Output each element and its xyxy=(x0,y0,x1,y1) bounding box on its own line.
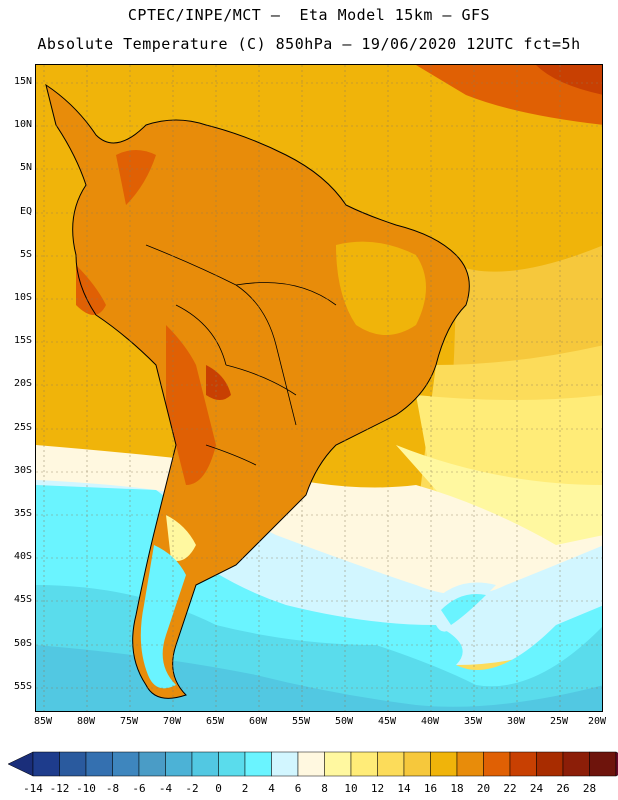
colorbar-label: 16 xyxy=(423,782,438,795)
colorbar-cell xyxy=(271,751,299,777)
colorbar-label: 10 xyxy=(344,782,358,795)
colorbar-cell xyxy=(165,751,193,777)
colorbar-label: 4 xyxy=(268,782,275,795)
lat-label-45s: 45S xyxy=(13,594,32,605)
lon-label-75w: 75W xyxy=(119,716,139,727)
map-title-line1: CPTEC/INPE/MCT – Eta Model 15km – GFS xyxy=(127,6,491,24)
colorbar-label: 0 xyxy=(215,782,222,795)
temperature-map xyxy=(35,64,603,712)
lon-label-80w: 80W xyxy=(76,716,96,727)
lat-label-40s: 40S xyxy=(13,551,32,562)
colorbar-label: 20 xyxy=(476,782,491,795)
lat-label-15s: 15S xyxy=(13,335,32,346)
lat-label-50s: 50S xyxy=(13,638,32,649)
lon-label-55w: 55W xyxy=(291,716,311,727)
colorbar-label: -2 xyxy=(185,782,199,795)
colorbar-cell xyxy=(509,751,537,777)
colorbar-cell xyxy=(589,751,617,777)
colorbar-label: 8 xyxy=(321,782,328,795)
lat-label-25s: 25S xyxy=(13,422,32,433)
colorbar-under-arrow xyxy=(7,751,34,777)
lon-label-65w: 65W xyxy=(205,716,225,727)
colorbar-label: 6 xyxy=(294,782,302,795)
lat-label-15n: 15N xyxy=(13,76,32,87)
colorbar-cell xyxy=(536,751,564,777)
lon-label-45w: 45W xyxy=(377,716,397,727)
lon-label-20w: 20W xyxy=(587,716,607,727)
colorbar-label: 28 xyxy=(582,782,597,795)
lat-label-10s: 10S xyxy=(13,292,32,303)
colorbar-cell xyxy=(430,751,458,777)
lon-label-85w: 85W xyxy=(33,716,53,727)
colorbar xyxy=(7,751,618,777)
colorbar-label: 14 xyxy=(397,782,411,795)
lat-label-10n: 10N xyxy=(13,119,32,130)
colorbar-label: 2 xyxy=(241,782,249,795)
colorbar-cell xyxy=(59,751,87,777)
map-canvas xyxy=(36,65,602,711)
colorbar-label: -6 xyxy=(132,782,146,795)
colorbar-cell xyxy=(350,751,378,777)
lat-label-30s: 30S xyxy=(13,465,32,476)
colorbar-label: 18 xyxy=(450,782,464,795)
colorbar-cell xyxy=(403,751,431,777)
colorbar-label: 12 xyxy=(370,782,385,795)
colorbar-cell xyxy=(324,751,352,777)
colorbar-cell xyxy=(297,751,325,777)
lat-label-5s: 5S xyxy=(19,249,32,260)
lon-label-60w: 60W xyxy=(248,716,268,727)
colorbar-cell xyxy=(218,751,246,777)
colorbar-label: -12 xyxy=(49,782,70,795)
lon-label-50w: 50W xyxy=(334,716,354,727)
colorbar-cell xyxy=(483,751,511,777)
colorbar-cell xyxy=(191,751,219,777)
colorbar-label: 22 xyxy=(503,782,517,795)
lat-label-5n: 5N xyxy=(19,162,32,173)
map-title-line2: Absolute Temperature (C) 850hPa – 19/06/… xyxy=(37,35,581,53)
lat-label-55s: 55S xyxy=(13,681,32,692)
colorbar-cell xyxy=(112,751,140,777)
lon-label-35w: 35W xyxy=(463,716,483,727)
colorbar-label: -14 xyxy=(23,782,43,795)
colorbar-label: -10 xyxy=(76,782,96,795)
colorbar-label: 24 xyxy=(529,782,544,795)
colorbar-cell xyxy=(456,751,484,777)
colorbar-label: -4 xyxy=(158,782,173,795)
colorbar-cell xyxy=(562,751,590,777)
colorbar-cell xyxy=(85,751,113,777)
lon-label-25w: 25W xyxy=(549,716,569,727)
lat-label-eq: EQ xyxy=(19,206,32,217)
lon-label-30w: 30W xyxy=(506,716,526,727)
colorbar-label: -8 xyxy=(105,782,120,795)
colorbar-label: 26 xyxy=(556,782,570,795)
lat-label-35s: 35S xyxy=(13,508,32,519)
colorbar-cell xyxy=(32,751,60,777)
colorbar-cell xyxy=(138,751,166,777)
lon-label-70w: 70W xyxy=(162,716,182,727)
colorbar-cell xyxy=(244,751,272,777)
lat-label-20s: 20S xyxy=(13,378,32,389)
lon-label-40w: 40W xyxy=(420,716,440,727)
colorbar-cell xyxy=(377,751,405,777)
